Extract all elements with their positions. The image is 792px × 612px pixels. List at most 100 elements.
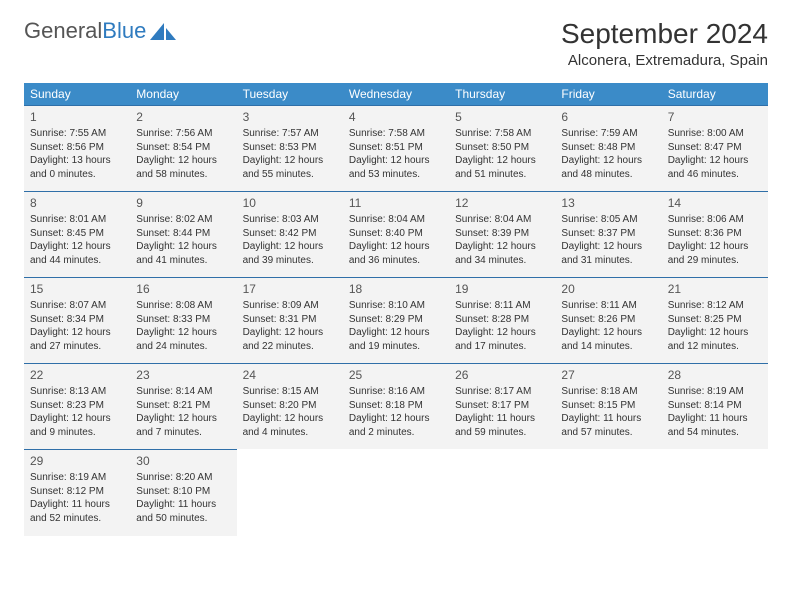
day-info: Sunrise: 8:08 AMSunset: 8:33 PMDaylight:… (136, 299, 230, 353)
day-number: 18 (349, 281, 443, 297)
day-number: 23 (136, 367, 230, 383)
day-cell: 26 Sunrise: 8:17 AMSunset: 8:17 PMDayligh… (449, 364, 555, 450)
day-info: Sunrise: 8:04 AMSunset: 8:39 PMDaylight:… (455, 213, 549, 267)
day-cell: 15Sunrise: 8:07 AMSunset: 8:34 PMDayligh… (24, 278, 130, 364)
day-cell: 17Sunrise: 8:09 AMSunset: 8:31 PMDayligh… (237, 278, 343, 364)
brand-name: GeneralBlue (24, 18, 146, 44)
day-info: Sunrise: 7:55 AMSunset: 8:56 PMDaylight:… (30, 127, 124, 181)
day-number: 11 (349, 195, 443, 211)
day-number: 26 (455, 367, 549, 383)
day-cell: 3 Sunrise: 7:57 AMSunset: 8:53 PMDaylight… (237, 106, 343, 192)
day-info: Sunrise: 8:03 AMSunset: 8:42 PMDaylight:… (243, 213, 337, 267)
day-number: 10 (243, 195, 337, 211)
day-number: 21 (668, 281, 762, 297)
day-number: 12 (455, 195, 549, 211)
day-info: Sunrise: 7:58 AMSunset: 8:51 PMDaylight:… (349, 127, 443, 181)
day-info: Sunrise: 8:06 AMSunset: 8:36 PMDaylight:… (668, 213, 762, 267)
week-row: 1 Sunrise: 7:55 AMSunset: 8:56 PMDaylight… (24, 106, 768, 192)
day-info: Sunrise: 8:11 AMSunset: 8:26 PMDaylight:… (561, 299, 655, 353)
day-number: 14 (668, 195, 762, 211)
day-cell: 8 Sunrise: 8:01 AMSunset: 8:45 PMDaylight… (24, 192, 130, 278)
day-header: Wednesday (343, 83, 449, 106)
day-cell: 22 Sunrise: 8:13 AMSunset: 8:23 PMDayligh… (24, 364, 130, 450)
day-cell: 14 Sunrise: 8:06 AMSunset: 8:36 PMDayligh… (662, 192, 768, 278)
week-row: 22 Sunrise: 8:13 AMSunset: 8:23 PMDayligh… (24, 364, 768, 450)
day-number: 8 (30, 195, 124, 211)
day-cell: 10 Sunrise: 8:03 AMSunset: 8:42 PMDayligh… (237, 192, 343, 278)
day-info: Sunrise: 7:56 AMSunset: 8:54 PMDaylight:… (136, 127, 230, 181)
day-header-row: SundayMondayTuesdayWednesdayThursdayFrid… (24, 83, 768, 106)
week-row: 8 Sunrise: 8:01 AMSunset: 8:45 PMDaylight… (24, 192, 768, 278)
day-cell: 21 Sunrise: 8:12 AMSunset: 8:25 PMDayligh… (662, 278, 768, 364)
day-number: 29 (30, 453, 124, 469)
empty-cell (449, 450, 555, 536)
day-info: Sunrise: 8:05 AMSunset: 8:37 PMDaylight:… (561, 213, 655, 267)
day-info: Sunrise: 8:11 AMSunset: 8:28 PMDaylight:… (455, 299, 549, 353)
week-row: 15Sunrise: 8:07 AMSunset: 8:34 PMDayligh… (24, 278, 768, 364)
day-info: Sunrise: 8:18 AMSunset: 8:15 PMDaylight:… (561, 385, 655, 439)
day-number: 6 (561, 109, 655, 125)
day-cell: 28 Sunrise: 8:19 AMSunset: 8:14 PMDayligh… (662, 364, 768, 450)
day-header: Monday (130, 83, 236, 106)
day-info: Sunrise: 7:58 AMSunset: 8:50 PMDaylight:… (455, 127, 549, 181)
day-cell: 12 Sunrise: 8:04 AMSunset: 8:39 PMDayligh… (449, 192, 555, 278)
day-cell: 20 Sunrise: 8:11 AMSunset: 8:26 PMDayligh… (555, 278, 661, 364)
day-header: Saturday (662, 83, 768, 106)
empty-cell (343, 450, 449, 536)
calendar-body: 1 Sunrise: 7:55 AMSunset: 8:56 PMDaylight… (24, 106, 768, 536)
empty-cell (237, 450, 343, 536)
day-number: 16 (136, 281, 230, 297)
week-row: 29 Sunrise: 8:19 AMSunset: 8:12 PMDayligh… (24, 450, 768, 536)
day-cell: 2Sunrise: 7:56 AMSunset: 8:54 PMDaylight… (130, 106, 236, 192)
day-info: Sunrise: 8:15 AMSunset: 8:20 PMDaylight:… (243, 385, 337, 439)
day-cell: 19 Sunrise: 8:11 AMSunset: 8:28 PMDayligh… (449, 278, 555, 364)
day-info: Sunrise: 8:19 AMSunset: 8:12 PMDaylight:… (30, 471, 124, 525)
day-number: 9 (136, 195, 230, 211)
day-info: Sunrise: 8:14 AMSunset: 8:21 PMDaylight:… (136, 385, 230, 439)
day-number: 5 (455, 109, 549, 125)
day-cell: 9 Sunrise: 8:02 AMSunset: 8:44 PMDaylight… (130, 192, 236, 278)
day-info: Sunrise: 8:13 AMSunset: 8:23 PMDaylight:… (30, 385, 124, 439)
day-info: Sunrise: 7:59 AMSunset: 8:48 PMDaylight:… (561, 127, 655, 181)
day-number: 3 (243, 109, 337, 125)
day-info: Sunrise: 8:17 AMSunset: 8:17 PMDaylight:… (455, 385, 549, 439)
day-info: Sunrise: 8:12 AMSunset: 8:25 PMDaylight:… (668, 299, 762, 353)
day-number: 25 (349, 367, 443, 383)
day-cell: 11 Sunrise: 8:04 AMSunset: 8:40 PMDayligh… (343, 192, 449, 278)
day-info: Sunrise: 8:02 AMSunset: 8:44 PMDaylight:… (136, 213, 230, 267)
day-info: Sunrise: 8:04 AMSunset: 8:40 PMDaylight:… (349, 213, 443, 267)
day-cell: 23 Sunrise: 8:14 AMSunset: 8:21 PMDayligh… (130, 364, 236, 450)
day-cell: 4Sunrise: 7:58 AMSunset: 8:51 PMDaylight… (343, 106, 449, 192)
day-cell: 5 Sunrise: 7:58 AMSunset: 8:50 PMDaylight… (449, 106, 555, 192)
day-info: Sunrise: 7:57 AMSunset: 8:53 PMDaylight:… (243, 127, 337, 181)
day-number: 7 (668, 109, 762, 125)
day-number: 28 (668, 367, 762, 383)
empty-cell (662, 450, 768, 536)
day-cell: 13Sunrise: 8:05 AMSunset: 8:37 PMDayligh… (555, 192, 661, 278)
day-info: Sunrise: 8:07 AMSunset: 8:34 PMDaylight:… (30, 299, 124, 353)
day-number: 22 (30, 367, 124, 383)
day-cell: 18 Sunrise: 8:10 AMSunset: 8:29 PMDayligh… (343, 278, 449, 364)
day-cell: 6 Sunrise: 7:59 AMSunset: 8:48 PMDaylight… (555, 106, 661, 192)
day-cell: 24Sunrise: 8:15 AMSunset: 8:20 PMDayligh… (237, 364, 343, 450)
day-number: 30 (136, 453, 230, 469)
brand-sail-icon (150, 23, 176, 41)
day-info: Sunrise: 8:19 AMSunset: 8:14 PMDaylight:… (668, 385, 762, 439)
day-cell: 16 Sunrise: 8:08 AMSunset: 8:33 PMDayligh… (130, 278, 236, 364)
brand-logo: GeneralBlue (24, 18, 176, 44)
title-block: September 2024 Alconera, Extremadura, Sp… (561, 18, 768, 69)
day-number: 19 (455, 281, 549, 297)
day-number: 20 (561, 281, 655, 297)
day-info: Sunrise: 8:20 AMSunset: 8:10 PMDaylight:… (136, 471, 230, 525)
day-cell: 25Sunrise: 8:16 AMSunset: 8:18 PMDayligh… (343, 364, 449, 450)
day-info: Sunrise: 8:10 AMSunset: 8:29 PMDaylight:… (349, 299, 443, 353)
month-title: September 2024 (561, 18, 768, 50)
day-cell: 29 Sunrise: 8:19 AMSunset: 8:12 PMDayligh… (24, 450, 130, 536)
day-cell: 30 Sunrise: 8:20 AMSunset: 8:10 PMDayligh… (130, 450, 236, 536)
location: Alconera, Extremadura, Spain (561, 52, 768, 69)
day-number: 1 (30, 109, 124, 125)
day-number: 17 (243, 281, 337, 297)
calendar-table: SundayMondayTuesdayWednesdayThursdayFrid… (24, 83, 768, 536)
day-info: Sunrise: 8:01 AMSunset: 8:45 PMDaylight:… (30, 213, 124, 267)
day-cell: 7Sunrise: 8:00 AMSunset: 8:47 PMDaylight… (662, 106, 768, 192)
